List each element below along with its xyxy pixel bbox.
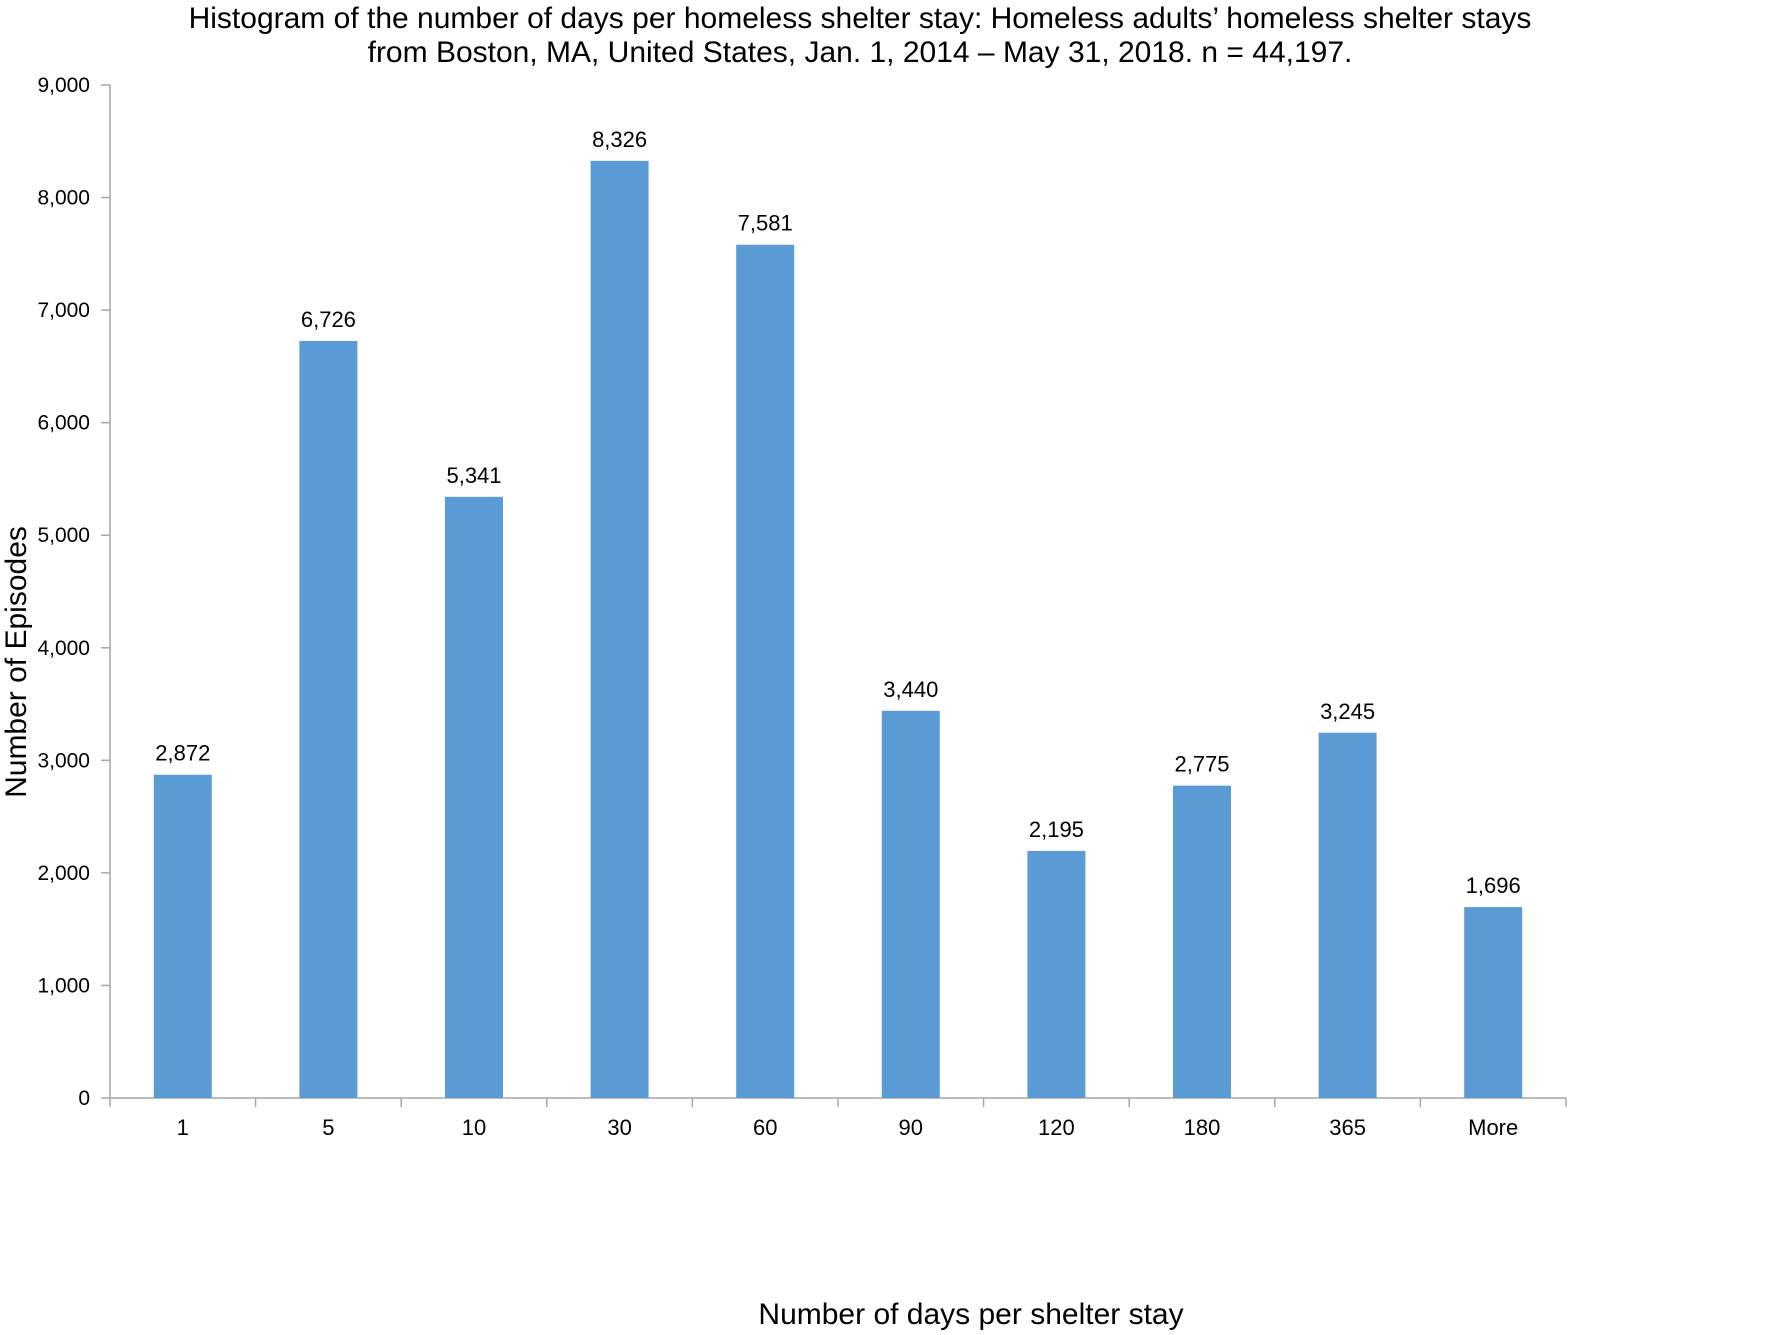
- x-tick-label: 5: [322, 1115, 334, 1140]
- data-label: 1,696: [1466, 873, 1521, 898]
- bar-180: [1173, 785, 1231, 1098]
- x-axis: 1 5 10 30 60 90 120 180 365 More: [109, 1097, 1567, 1140]
- y-tick-label: 2,000: [37, 862, 90, 885]
- x-tick-label: 180: [1184, 1115, 1221, 1140]
- chart-subtitle: from Boston, MA, United States, Jan. 1, …: [368, 36, 1353, 69]
- bar-10: [445, 496, 503, 1098]
- x-tick-label: More: [1468, 1115, 1518, 1140]
- bar-90: [881, 710, 940, 1098]
- chart-title: Histogram of the number of days per home…: [189, 2, 1532, 35]
- data-label: 5,341: [446, 463, 501, 488]
- bar-series: [153, 160, 1523, 1099]
- x-tick-label: 10: [462, 1115, 486, 1140]
- data-label: 6,726: [301, 307, 356, 332]
- bar-365: [1318, 732, 1377, 1098]
- y-tick-label: 9,000: [37, 74, 90, 97]
- y-tick-label: 7,000: [37, 299, 90, 322]
- y-tick-label: 1,000: [37, 974, 90, 997]
- bar-120: [1027, 850, 1086, 1098]
- x-axis-title: Number of days per shelter stay: [758, 1298, 1183, 1331]
- y-tick-label: 8,000: [37, 187, 90, 210]
- data-label: 3,440: [883, 677, 938, 702]
- bar-30: [590, 160, 649, 1099]
- x-tick-label: 90: [899, 1115, 923, 1140]
- y-tick-label: 4,000: [37, 637, 90, 660]
- y-tick-label: 3,000: [37, 749, 90, 772]
- data-label: 2,775: [1174, 752, 1229, 777]
- x-tick-label: 60: [753, 1115, 777, 1140]
- data-labels: 2,872 6,726 5,341 8,326 7,581 3,440 2,195 2,775…: [155, 127, 1520, 898]
- y-tick-label: 0: [78, 1087, 90, 1110]
- data-label: 3,245: [1320, 699, 1375, 724]
- bar-60: [736, 244, 795, 1099]
- bar-5: [299, 340, 358, 1099]
- data-label: 8,326: [592, 127, 647, 152]
- data-label: 7,581: [738, 211, 793, 236]
- y-axis-title: Number of Episodes: [0, 526, 33, 798]
- y-axis: 0 1,000 2,000 3,000 4,000 5,000 6,000 7,000 8,00…: [37, 74, 111, 1110]
- x-tick-label: 1: [177, 1115, 189, 1140]
- data-label: 2,195: [1029, 817, 1084, 842]
- x-tick-label: 30: [607, 1115, 631, 1140]
- y-tick-label: 6,000: [37, 412, 90, 435]
- x-tick-label: 120: [1038, 1115, 1075, 1140]
- bar-more: [1464, 907, 1523, 1098]
- y-tick-label: 5,000: [37, 524, 90, 547]
- data-label: 2,872: [155, 741, 210, 766]
- x-tick-label: 365: [1329, 1115, 1366, 1140]
- bar-1: [153, 774, 212, 1098]
